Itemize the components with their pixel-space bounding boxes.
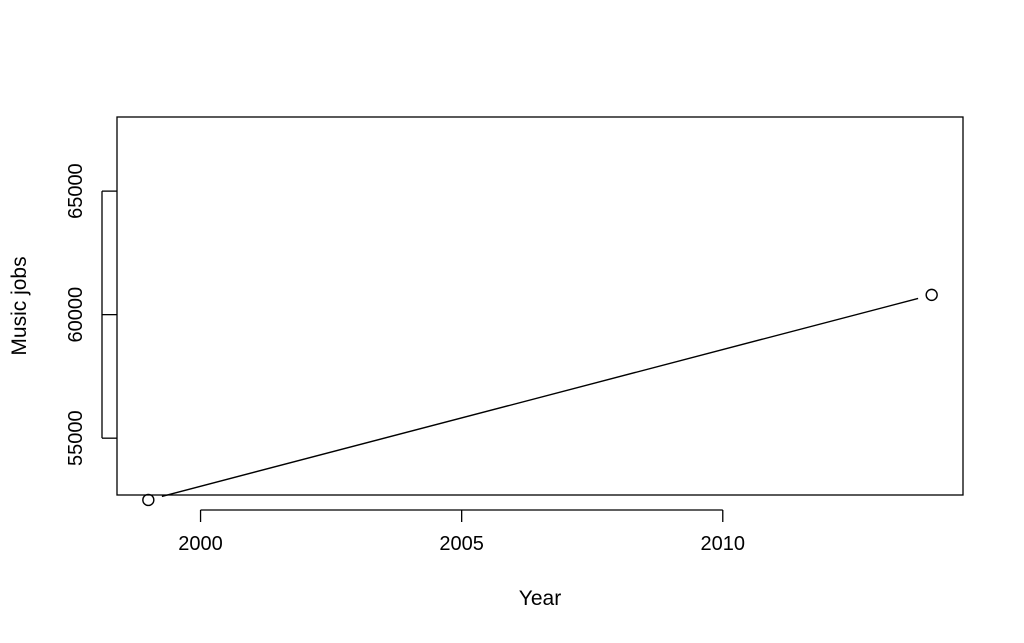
- y-tick-label: 65000: [65, 163, 87, 219]
- x-axis: 2000 2005 2010: [178, 509, 746, 555]
- data-point: [925, 288, 938, 302]
- x-tick-label: 2005: [439, 533, 484, 555]
- series-layer: [142, 288, 938, 507]
- y-tick-label: 55000: [65, 410, 87, 466]
- x-tick-label: 2000: [178, 533, 223, 555]
- x-tick-label: 2010: [701, 533, 746, 555]
- data-point: [142, 493, 155, 507]
- x-axis-title: Year: [519, 587, 561, 610]
- y-tick-label: 60000: [65, 287, 87, 343]
- y-axis: 55000 60000 65000: [65, 163, 117, 466]
- plot-frame: [116, 116, 964, 496]
- series-line-segment: [161, 297, 919, 498]
- y-axis-title: Music jobs: [8, 256, 31, 355]
